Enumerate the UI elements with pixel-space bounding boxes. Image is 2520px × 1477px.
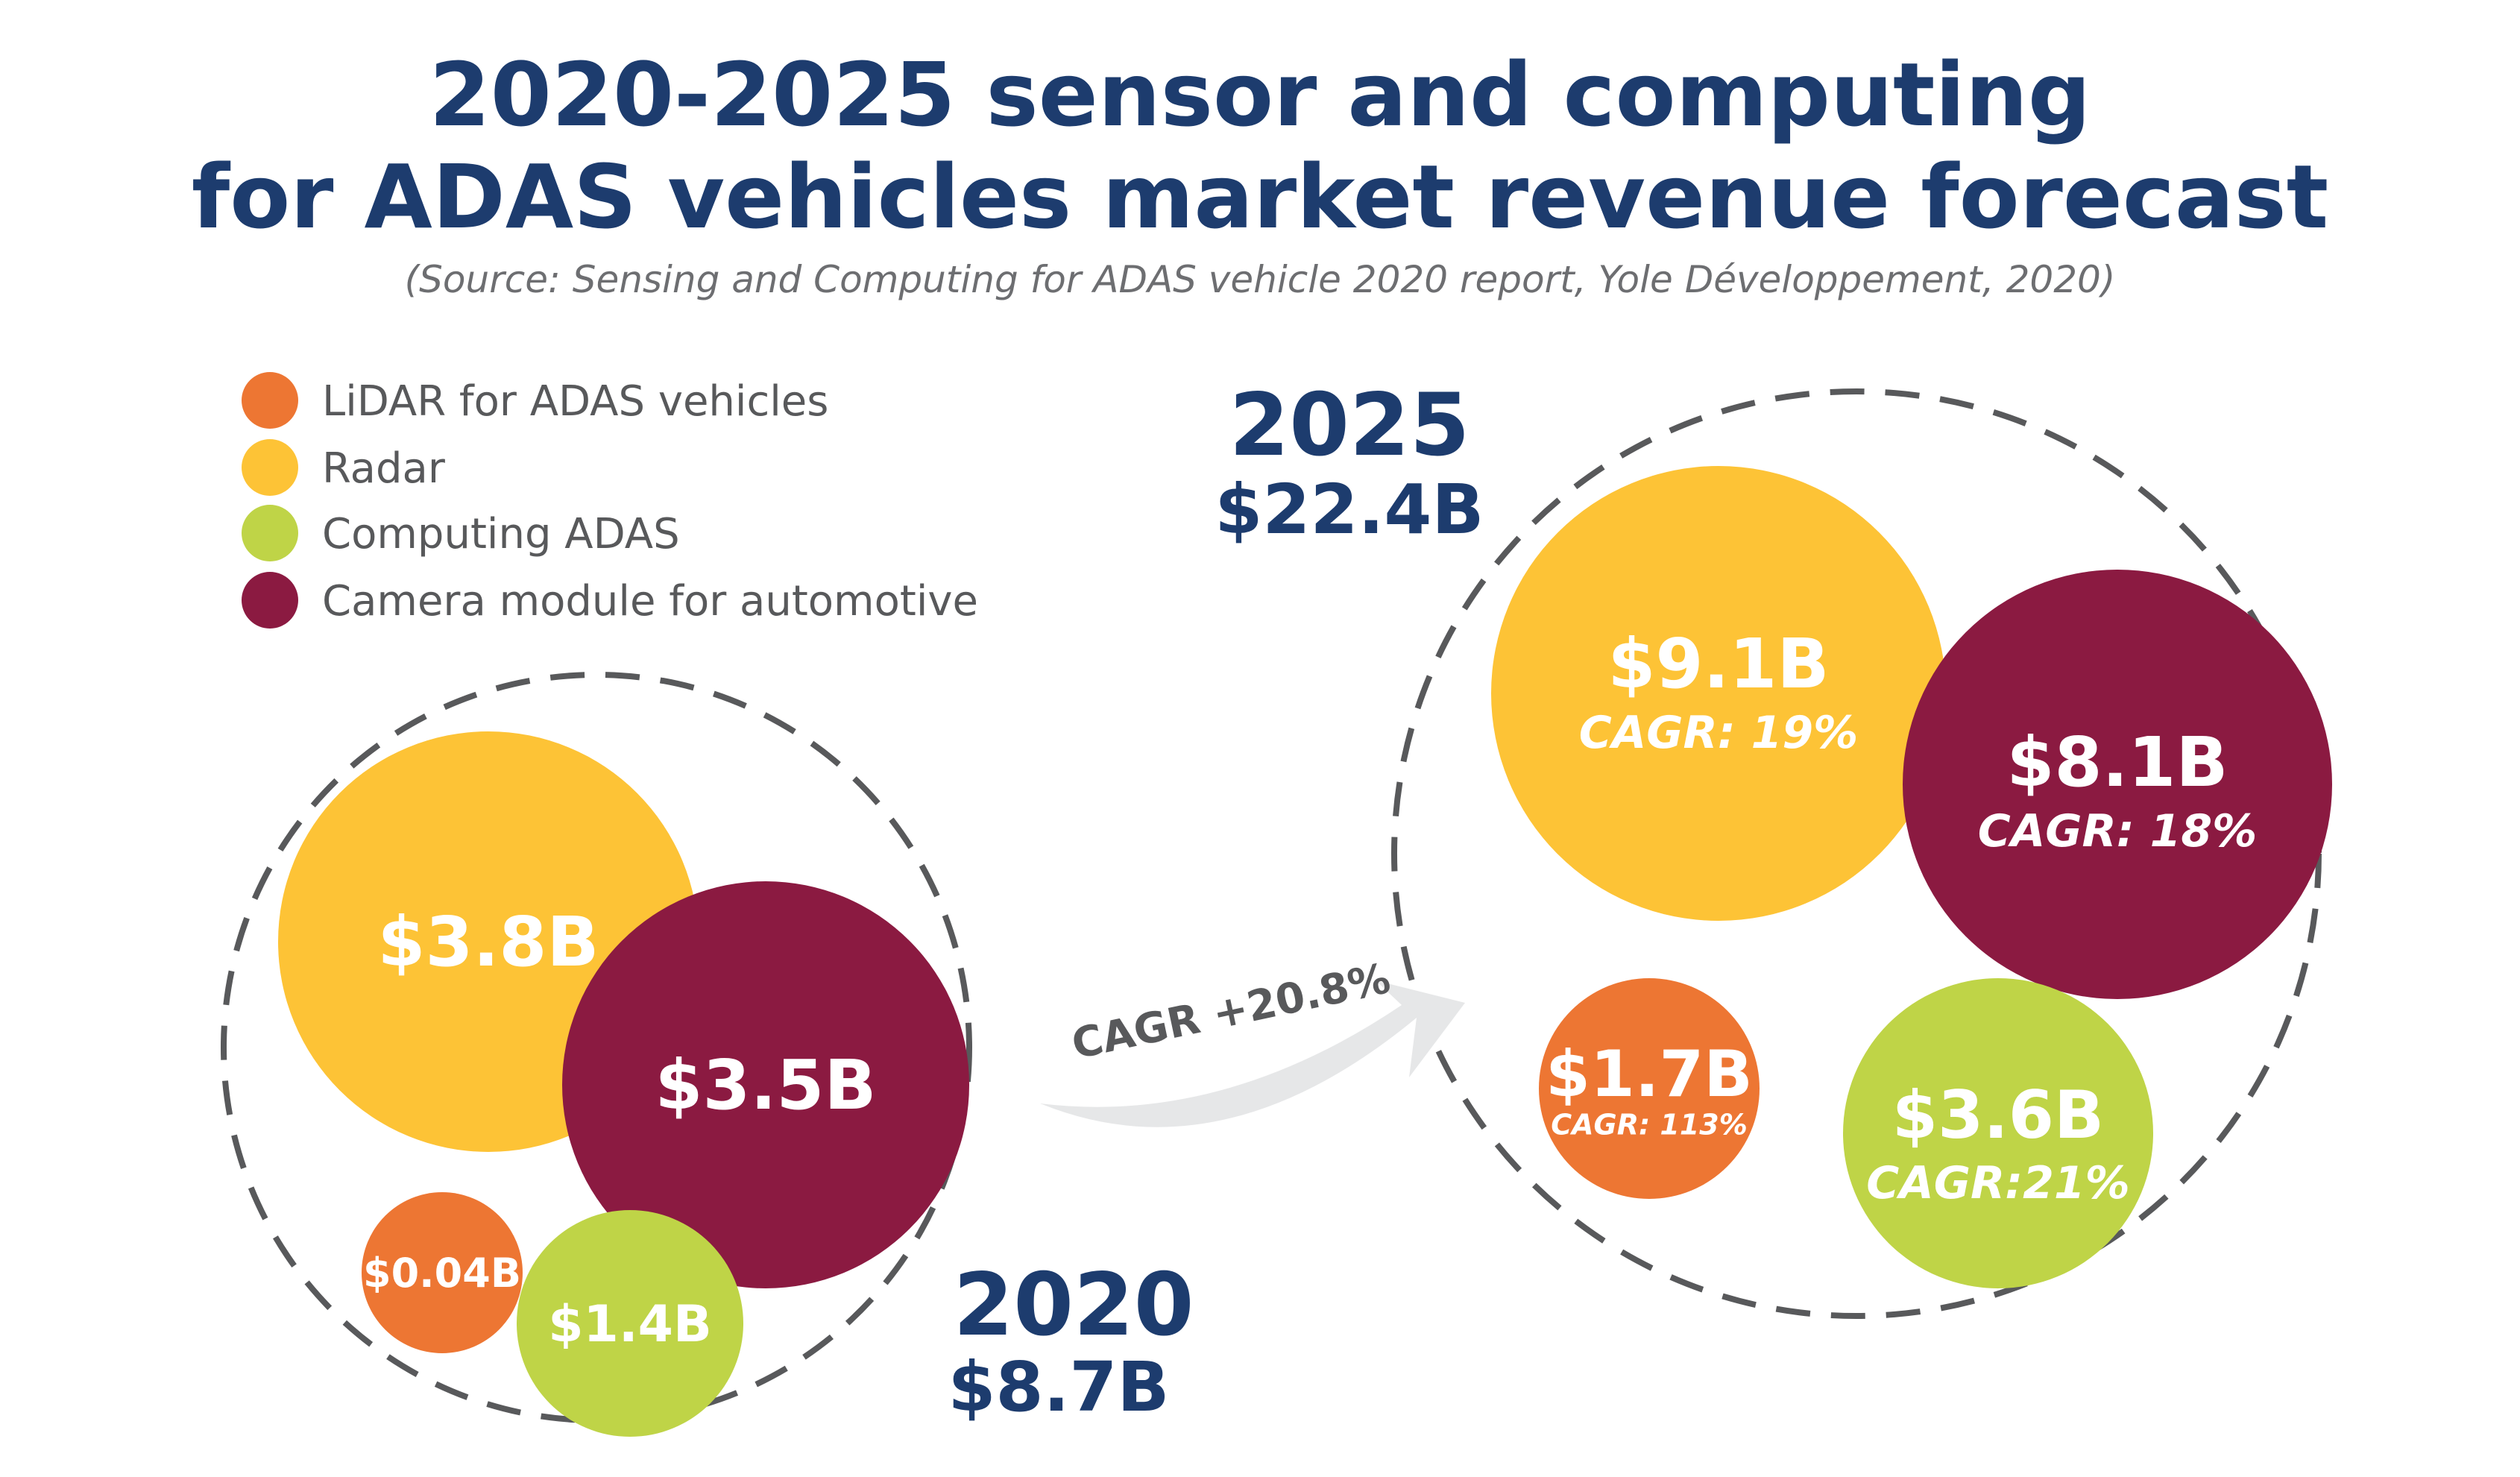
legend-swatch-camera (242, 572, 298, 629)
legend-swatch-computing (242, 505, 298, 561)
legend: LiDAR for ADAS vehicles Radar Computing … (242, 372, 978, 629)
year-2020: 2020 (954, 1255, 1194, 1355)
legend-swatch-lidar (242, 372, 298, 429)
bubble-value-label-2020-camera: $3.5B (655, 1045, 876, 1125)
bubble-cagr-label-2025-radar: CAGR: 19% (1579, 707, 1858, 759)
bubble-value-label-2020-radar: $3.8B (377, 902, 599, 982)
bubble-2020-camera (562, 881, 969, 1288)
bubble-value-label-2025-computing: $3.6B (1892, 1077, 2104, 1153)
bubble-2025-camera (1903, 570, 2332, 999)
bubble-value-label-2025-radar: $9.1B (1607, 624, 1829, 704)
bubble-value-label-2025-lidar: $1.7B (1546, 1037, 1753, 1112)
bubble-cagr-label-2025-lidar: CAGR: 113% (1551, 1108, 1748, 1141)
year-2025: 2025 (1229, 375, 1470, 476)
legend-label-camera: Camera module for automotive (322, 577, 978, 626)
bubble-2025-radar (1491, 466, 1946, 921)
bubble-2020-computing (517, 1210, 743, 1437)
legend-label-radar: Radar (322, 444, 446, 493)
bubble-2020-lidar (362, 1192, 523, 1353)
legend-label-computing: Computing ADAS (322, 510, 680, 558)
legend-swatch-radar (242, 439, 298, 496)
bubble-cagr-label-2025-camera: CAGR: 18% (1978, 805, 2257, 857)
bubble-2025-computing (1843, 978, 2153, 1288)
bubble-value-label-2025-camera: $8.1B (2006, 722, 2228, 802)
chart-title-line-2: for ADAS vehicles market revenue forecas… (192, 145, 2328, 248)
total-2025: $22.4B (1215, 470, 1484, 549)
chart-title-line-1: 2020-2025 sensor and computing (429, 43, 2091, 146)
bubble-2025-lidar (1539, 978, 1760, 1199)
bubble-value-label-2020-computing: $1.4B (548, 1295, 712, 1354)
bubble-value-label-2020-lidar: $0.04B (363, 1250, 521, 1297)
chart-source: (Source: Sensing and Computing for ADAS … (405, 258, 2116, 301)
total-2020: $8.7B (948, 1347, 1169, 1427)
bubble-cagr-label-2025-computing: CAGR:21% (1866, 1157, 2130, 1209)
cagr-arrow (1040, 980, 1465, 1127)
legend-label-lidar: LiDAR for ADAS vehicles (322, 377, 828, 426)
